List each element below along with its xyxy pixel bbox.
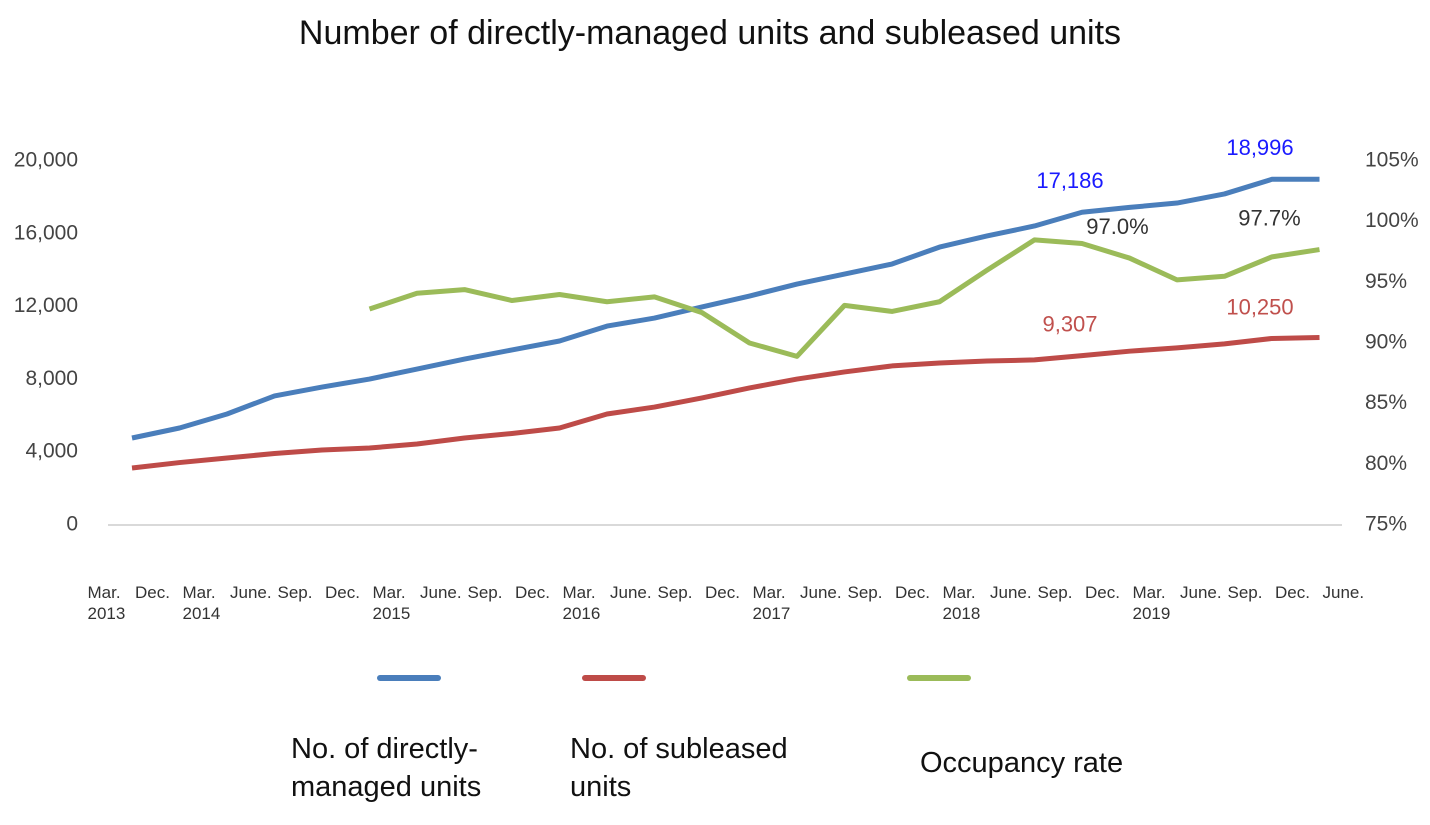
y2-tick-label: 95% <box>1365 270 1407 293</box>
x-tick-label: June. <box>230 583 272 602</box>
x-tick-label: Dec. <box>895 583 930 602</box>
legend-label: Occupancy rate <box>920 747 1124 779</box>
x-tick-label: June. <box>420 583 462 602</box>
y-tick-label: 12,000 <box>14 294 78 317</box>
x-tick-label: Sep. <box>277 583 313 602</box>
x-tick-label: Sep. <box>657 583 693 602</box>
y2-tick-label: 100% <box>1365 209 1419 232</box>
y-tick-label: 20,000 <box>14 149 78 172</box>
data-label: 18,996 <box>1226 135 1293 160</box>
y2-tick-label: 75% <box>1365 513 1407 536</box>
legend-label: No. of directly-managed units <box>291 733 482 803</box>
y2-tick-label: 85% <box>1365 391 1407 414</box>
x-tick-label: Mar. 2018 <box>942 583 981 623</box>
x-tick-label: Sep. <box>1227 583 1263 602</box>
series-line <box>131 176 1320 441</box>
x-tick-label: June. <box>800 583 842 602</box>
legend-label: No. of subleased units <box>570 733 788 803</box>
x-tick-label: Dec. <box>135 583 170 602</box>
x-tick-label: Dec. <box>515 583 550 602</box>
x-tick-label: Mar. 2013 <box>87 583 126 623</box>
series-line <box>131 335 1320 471</box>
x-tick-label: Sep. <box>467 583 503 602</box>
y2-tick-label: 80% <box>1365 452 1407 475</box>
x-tick-label: Dec. <box>705 583 740 602</box>
y-tick-label: 16,000 <box>14 221 78 244</box>
x-tick-label: Dec. <box>1275 583 1310 602</box>
x-tick-label: Mar. 2019 <box>1132 583 1171 623</box>
series-line <box>368 237 1320 359</box>
x-tick-label: Mar. 2014 <box>182 583 221 623</box>
x-tick-label: Dec. <box>325 583 360 602</box>
chart-title: Number of directly-managed units and sub… <box>299 14 1121 52</box>
x-tick-label: Sep. <box>847 583 883 602</box>
x-tick-label: June. <box>1322 583 1365 602</box>
x-tick-label: Mar. 2017 <box>752 583 791 623</box>
y-tick-label: 4,000 <box>25 440 78 463</box>
x-tick-label: June. <box>1180 583 1222 602</box>
x-tick-label: Mar. 2015 <box>372 583 411 623</box>
data-label: 17,186 <box>1036 168 1103 193</box>
data-label: 10,250 <box>1226 294 1293 319</box>
x-tick-label: Mar. 2016 <box>562 583 601 623</box>
x-tick-label: June. <box>990 583 1032 602</box>
y2-tick-label: 105% <box>1365 149 1419 172</box>
y2-tick-label: 90% <box>1365 331 1407 354</box>
x-tick-label: Dec. <box>1085 583 1120 602</box>
data-label: 97.0% <box>1086 214 1148 239</box>
x-tick-label: June. <box>610 583 652 602</box>
data-label: 97.7% <box>1238 205 1300 230</box>
x-tick-label: Sep. <box>1037 583 1073 602</box>
y-tick-label: 8,000 <box>25 367 78 390</box>
data-label: 9,307 <box>1042 311 1097 336</box>
y-tick-label: 0 <box>66 513 78 536</box>
